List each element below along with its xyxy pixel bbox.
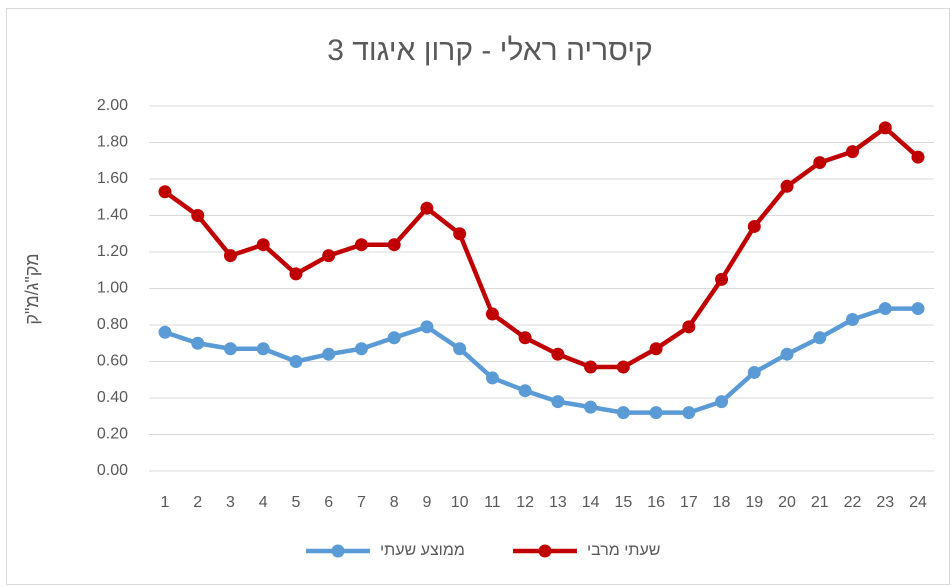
y-tick-label: 0.20 [97,426,128,443]
data-point [518,384,532,398]
data-point [911,302,925,316]
data-point [485,307,499,321]
data-point [420,201,434,215]
x-tick-label: 8 [390,494,399,511]
data-point [387,331,401,345]
data-point [616,360,630,374]
data-point [551,347,565,361]
x-tick-label: 12 [516,494,534,511]
x-tick-label: 1 [161,494,170,511]
data-point [878,121,892,135]
legend-marker [538,544,552,558]
data-point [584,360,598,374]
y-tick-label: 1.40 [97,207,128,224]
data-point [846,145,860,159]
legend-label: ממוצע שעתי [380,542,465,559]
y-axis-label: מק"ג/מ"ק [22,253,42,324]
y-tick-label: 1.80 [97,134,128,151]
y-tick-label: 0.00 [97,462,128,479]
data-point [256,238,270,252]
data-point [747,219,761,233]
x-tick-label: 24 [909,494,927,511]
data-point [551,395,565,409]
x-tick-label: 6 [324,494,333,511]
data-point [682,320,696,334]
data-point [616,406,630,420]
x-tick-label: 22 [844,494,862,511]
data-point [453,342,467,356]
data-point [322,347,336,361]
data-point [191,336,205,350]
data-point [780,179,794,193]
y-tick-label: 2.00 [97,97,128,114]
data-point [354,342,368,356]
x-tick-label: 10 [451,494,469,511]
x-tick-label: 17 [680,494,698,511]
x-tick-label: 7 [357,494,366,511]
x-tick-label: 21 [811,494,829,511]
data-point [191,209,205,222]
data-point [846,313,860,327]
y-tick-label: 0.80 [97,316,128,333]
data-point [649,406,663,420]
data-point [715,395,729,409]
x-tick-label: 5 [292,494,301,511]
x-tick-label: 3 [226,494,235,511]
data-point [649,342,663,356]
x-tick-label: 11 [484,494,501,511]
data-point [780,347,794,361]
x-tick-label: 4 [259,494,268,511]
legend-label: שעתי מרבי [587,542,660,559]
data-point [289,267,303,281]
legend-marker [331,544,345,558]
data-point [158,185,172,199]
data-point [256,342,270,356]
x-tick-label: 13 [549,494,567,511]
x-tick-label: 18 [713,494,731,511]
data-point [747,365,761,379]
y-tick-label: 1.20 [97,243,128,260]
data-point [682,406,696,420]
data-point [878,302,892,316]
x-tick-label: 9 [422,494,431,511]
x-tick-label: 16 [647,494,665,511]
x-tick-label: 14 [582,494,600,511]
data-point [584,400,598,414]
data-point [485,371,499,385]
data-point [813,331,827,345]
data-point [911,150,925,164]
y-tick-label: 1.00 [97,280,128,297]
chart-title: קיסריה ראלי - קרון איגוד 3 [327,34,653,67]
x-tick-label: 20 [778,494,796,511]
data-point [813,156,827,170]
x-tick-label: 19 [745,494,763,511]
x-tick-label: 23 [876,494,894,511]
data-point [158,325,172,339]
chart-frame [6,8,950,585]
data-point [715,272,729,286]
y-tick-label: 1.60 [97,170,128,187]
data-point [354,238,368,252]
data-point [420,320,434,334]
y-tick-label: 0.40 [97,389,128,406]
data-point [518,331,532,345]
data-point [453,227,467,241]
x-tick-label: 2 [193,494,202,511]
data-point [322,249,336,263]
y-tick-label: 0.60 [97,353,128,370]
series-line [163,125,920,370]
data-point [223,249,237,263]
data-point [289,355,303,368]
x-tick-label: 15 [614,494,632,511]
data-point [387,238,401,252]
data-point [223,342,237,356]
